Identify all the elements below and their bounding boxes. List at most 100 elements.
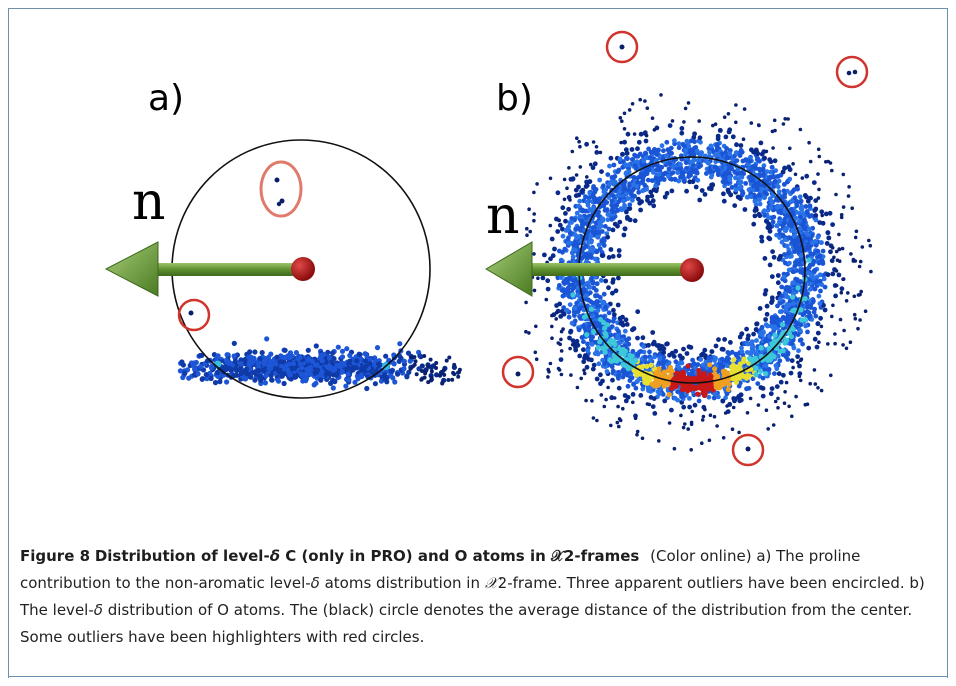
ring-sparse-point bbox=[803, 402, 808, 407]
cluster-point bbox=[291, 365, 297, 371]
ring-point bbox=[635, 309, 641, 315]
ring-point bbox=[625, 196, 631, 201]
ring-sparse-point bbox=[532, 218, 536, 223]
ring-point bbox=[596, 242, 602, 248]
cluster-point bbox=[242, 361, 248, 367]
ring-point bbox=[611, 315, 617, 321]
panel-a-scatter-cluster bbox=[177, 336, 462, 392]
cluster-point bbox=[332, 379, 338, 385]
ring-point bbox=[586, 324, 592, 330]
ring-sparse-point bbox=[595, 418, 599, 423]
ring-point bbox=[688, 151, 694, 157]
ring-hot-point bbox=[588, 306, 594, 312]
cluster-point bbox=[177, 368, 183, 374]
ring-point bbox=[626, 162, 632, 168]
ring-point bbox=[622, 393, 628, 398]
ring-sparse-point bbox=[834, 283, 839, 288]
ring-sparse-point bbox=[838, 317, 843, 322]
ring-sparse-point bbox=[657, 439, 661, 443]
ring-sparse-point bbox=[757, 123, 761, 128]
ring-point bbox=[753, 327, 759, 333]
ring-point bbox=[632, 218, 638, 224]
ring-point bbox=[790, 210, 796, 215]
cluster-point bbox=[261, 361, 267, 367]
ring-sparse-point bbox=[791, 365, 795, 370]
ring-sparse-point bbox=[828, 161, 833, 165]
ring-point bbox=[568, 231, 573, 236]
ring-point bbox=[812, 268, 818, 273]
ring-point bbox=[647, 200, 653, 206]
ring-point bbox=[806, 232, 811, 238]
ring-sparse-point bbox=[697, 119, 701, 123]
ring-point bbox=[598, 372, 603, 378]
ring-point bbox=[574, 285, 580, 291]
ring-sparse-point bbox=[816, 172, 820, 176]
ring-point bbox=[617, 189, 623, 194]
ring-sparse-point bbox=[650, 116, 655, 120]
cluster-point bbox=[442, 372, 447, 377]
ring-point bbox=[566, 314, 572, 320]
ring-point bbox=[772, 324, 778, 329]
ring-point bbox=[739, 174, 744, 180]
ring-point bbox=[767, 236, 773, 242]
ring-point bbox=[577, 198, 583, 204]
ring-point bbox=[763, 288, 769, 293]
ring-point bbox=[561, 311, 567, 317]
ring-sparse-point bbox=[863, 309, 868, 314]
ring-point bbox=[565, 285, 571, 291]
ring-sparse-point bbox=[524, 300, 528, 305]
ring-sparse-point bbox=[837, 247, 841, 251]
figure-frame bbox=[8, 8, 948, 678]
ring-point bbox=[665, 341, 670, 347]
ring-point bbox=[798, 253, 804, 258]
cluster-point bbox=[223, 364, 229, 370]
ring-sparse-point bbox=[711, 123, 715, 128]
ring-point bbox=[673, 348, 679, 354]
cluster-point bbox=[274, 354, 280, 360]
ring-sparse-point bbox=[683, 106, 688, 111]
ring-point bbox=[702, 347, 708, 353]
ring-sparse-point bbox=[776, 406, 780, 410]
figure-svg bbox=[104, 30, 873, 467]
ring-point bbox=[720, 364, 726, 369]
cluster-point bbox=[192, 366, 198, 372]
ring-point bbox=[599, 239, 605, 245]
ring-point bbox=[623, 317, 629, 323]
ring-point bbox=[612, 179, 618, 185]
ring-point bbox=[569, 220, 574, 225]
cluster-point bbox=[224, 352, 230, 358]
ring-sparse-point bbox=[745, 411, 750, 415]
ring-sparse-point bbox=[535, 182, 539, 186]
ring-point bbox=[807, 281, 812, 287]
ring-sparse-point bbox=[562, 197, 567, 202]
ring-point bbox=[627, 378, 633, 383]
cluster-point bbox=[338, 363, 344, 369]
ring-point bbox=[643, 150, 648, 156]
ring-point bbox=[806, 226, 812, 232]
ring-hot-point bbox=[616, 345, 622, 351]
ring-sparse-point bbox=[622, 111, 627, 116]
ring-point bbox=[594, 150, 600, 155]
ring-point bbox=[812, 286, 818, 292]
ring-point bbox=[602, 361, 607, 366]
ring-point bbox=[636, 189, 642, 195]
ring-sparse-point bbox=[582, 368, 586, 373]
cluster-point bbox=[339, 369, 345, 375]
ring-point bbox=[619, 207, 625, 213]
ring-sparse-point bbox=[834, 269, 839, 273]
ring-point bbox=[793, 215, 799, 221]
cluster-point bbox=[362, 351, 368, 357]
ring-sparse-point bbox=[808, 159, 813, 164]
ring-point bbox=[816, 259, 822, 265]
ring-point bbox=[819, 209, 825, 215]
caption-body-part: atoms distribution in bbox=[319, 574, 485, 592]
ring-sparse-point bbox=[842, 328, 846, 333]
ring-point bbox=[830, 222, 835, 228]
ring-point bbox=[632, 152, 637, 158]
ring-point bbox=[785, 294, 791, 300]
ring-point bbox=[768, 391, 774, 397]
cluster-point bbox=[457, 367, 462, 372]
ring-point bbox=[672, 176, 678, 182]
ring-sparse-point bbox=[858, 259, 863, 264]
panel-a-normal-arrow bbox=[104, 241, 302, 297]
